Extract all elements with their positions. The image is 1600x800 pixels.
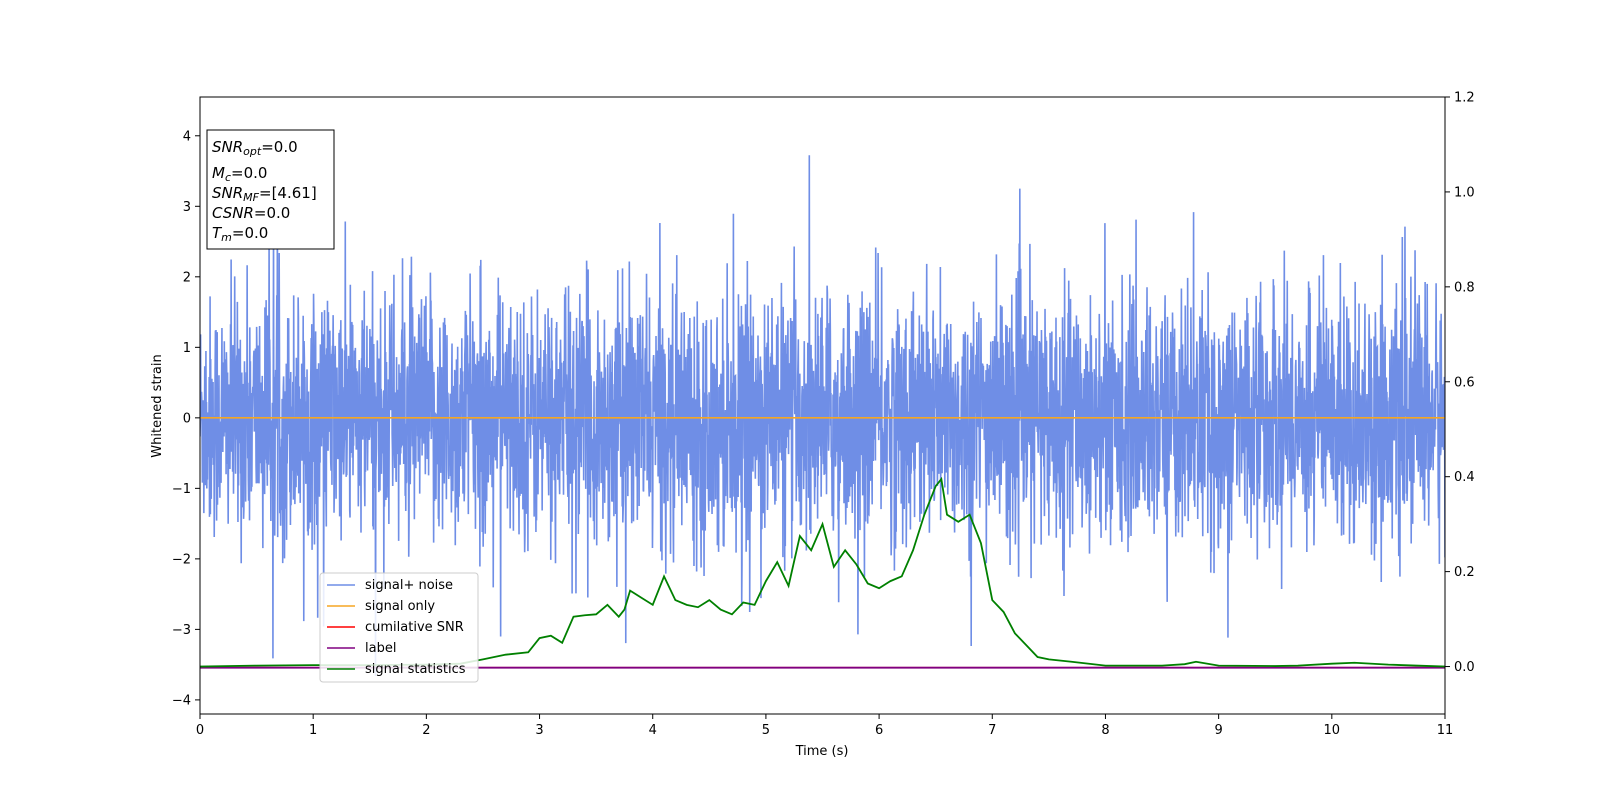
y-tick-label: −4 (172, 693, 191, 708)
x-axis-ticks: 0 1 2 3 4 5 6 7 8 9 10 11 (196, 714, 1453, 738)
y2-tick-label: 0.0 (1454, 660, 1475, 675)
svg-text:cumilative SNR: cumilative SNR (365, 620, 464, 635)
legend: signal+ noise signal only cumilative SNR… (319, 572, 479, 683)
x-tick-label: 4 (649, 723, 657, 738)
series-signal-noise-line (200, 155, 1445, 676)
y2-tick-label: 1.0 (1454, 185, 1475, 200)
stats-mc: Mc=0.0 (212, 164, 267, 184)
stats-snr-opt: SNRopt=0.0 (212, 138, 298, 158)
series-signal-statistics-line (200, 476, 1445, 668)
y-tick-label: −2 (172, 552, 191, 567)
stats-tm: Tm=0.0 (212, 224, 268, 244)
stats-annotation-box: SNRopt=0.0 Mc=0.0 SNRMF=[4.61] CSNR=0.0 … (206, 129, 335, 250)
svg-text:signal+ noise: signal+ noise (365, 578, 453, 593)
legend-item-signal-noise: signal+ noise (327, 578, 453, 593)
y2-tick-label: 0.8 (1454, 280, 1475, 295)
y-tick-label: −3 (172, 623, 191, 638)
y-tick-label: −1 (172, 482, 191, 497)
y-tick-label: 3 (183, 200, 191, 215)
x-tick-label: 1 (309, 723, 317, 738)
y-tick-label: 2 (183, 270, 191, 285)
x-tick-label: 3 (535, 723, 543, 738)
y-axis-label: Whitened strain (150, 354, 165, 457)
y-tick-label: 0 (183, 411, 191, 426)
stats-csnr: CSNR=0.0 (212, 204, 290, 222)
x-tick-label: 7 (988, 723, 996, 738)
svg-text:signal only: signal only (365, 599, 435, 614)
x-tick-label: 0 (196, 723, 204, 738)
x-tick-label: 9 (1214, 723, 1222, 738)
x-tick-label: 5 (762, 723, 770, 738)
x-tick-label: 8 (1101, 723, 1109, 738)
y2-tick-label: 0.6 (1454, 375, 1475, 390)
x-tick-label: 6 (875, 723, 883, 738)
svg-text:label: label (365, 641, 396, 656)
legend-item-cumulative-snr: cumilative SNR (327, 620, 464, 635)
stats-snr-mf: SNRMF=[4.61] (212, 184, 317, 204)
legend-item-signal-only: signal only (327, 599, 435, 614)
legend-item-signal-statistics: signal statistics (327, 662, 466, 677)
x-tick-label: 11 (1437, 723, 1454, 738)
plot-frame (199, 96, 1446, 715)
y2-tick-label: 1.2 (1454, 91, 1475, 106)
y2-tick-label: 0.2 (1454, 565, 1475, 580)
y2-axis-ticks: 0.0 0.2 0.4 0.6 0.8 1.0 1.2 (1445, 91, 1475, 675)
x-tick-label: 10 (1324, 723, 1341, 738)
x-tick-label: 2 (422, 723, 430, 738)
x-axis-label: Time (s) (795, 744, 849, 759)
y-axis-ticks: −4 −3 −2 −1 0 1 2 3 4 (172, 129, 200, 708)
y2-tick-label: 0.4 (1454, 470, 1475, 485)
legend-item-label: label (327, 641, 396, 656)
svg-text:signal statistics: signal statistics (365, 662, 466, 677)
y-tick-label: 4 (183, 129, 191, 144)
y-tick-label: 1 (183, 341, 191, 356)
